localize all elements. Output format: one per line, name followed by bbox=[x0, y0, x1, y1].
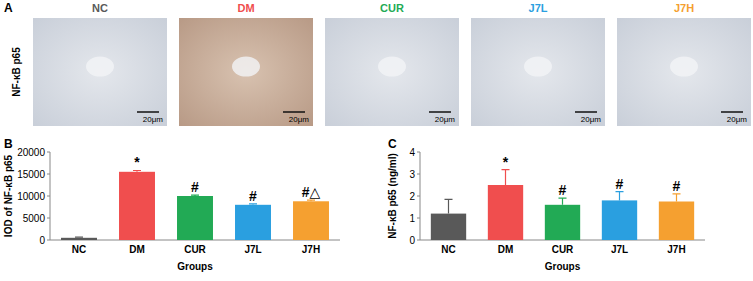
micrograph bbox=[471, 18, 605, 126]
bar bbox=[119, 172, 155, 240]
scale-bar bbox=[721, 111, 743, 113]
y-tick bbox=[47, 196, 50, 197]
y-tick-label: 5000 bbox=[23, 213, 46, 224]
x-tick-label: CUR bbox=[552, 244, 574, 255]
x-tick-label: J7H bbox=[667, 244, 685, 255]
bar bbox=[61, 238, 97, 240]
annotation: # bbox=[559, 182, 567, 198]
error-bar bbox=[673, 194, 681, 202]
column-header: J7L bbox=[529, 2, 548, 14]
y-tick-label: 20000 bbox=[17, 147, 45, 158]
column-header: CUR bbox=[380, 2, 404, 14]
vessel bbox=[524, 57, 552, 77]
y-axis-label: NF-κB p65 (ng/ml) bbox=[387, 153, 398, 239]
scale-bar-label: 20μm bbox=[289, 115, 310, 124]
bar bbox=[488, 185, 523, 240]
marks bbox=[431, 170, 694, 240]
chart: C 0 1 2 3 4 NF-κB p65 (ng/ml) Groups NC DM * CUR # J7… bbox=[387, 137, 705, 272]
marks bbox=[61, 170, 329, 240]
y-tick bbox=[417, 218, 420, 219]
x-tick-label: NC bbox=[441, 244, 455, 255]
x-tick-label: J7L bbox=[244, 244, 261, 255]
y-tick bbox=[47, 174, 50, 175]
error-bar bbox=[559, 198, 567, 205]
row-label: NF-κB p65 bbox=[11, 47, 22, 97]
figure: A NF-κB p65 NC 20μm DM 20μm CUR 20μm J7L 20μm J7H 2… bbox=[0, 0, 753, 281]
vessel bbox=[232, 57, 260, 77]
micrograph bbox=[325, 18, 459, 126]
error-bar bbox=[133, 170, 141, 171]
error-bar bbox=[445, 199, 453, 213]
micrograph bbox=[33, 18, 167, 126]
x-tick-label: J7L bbox=[611, 244, 628, 255]
y-tick-label: 10000 bbox=[17, 191, 45, 202]
scale-bar bbox=[575, 111, 597, 113]
panel-label: B bbox=[4, 137, 13, 151]
x-tick-label: DM bbox=[129, 244, 145, 255]
annotation: # bbox=[673, 178, 681, 194]
chart: B 0 5000 10000 15000 20000IOD of NF-κB p65 Gro… bbox=[3, 137, 340, 272]
panel-label: C bbox=[388, 137, 397, 151]
bar bbox=[293, 201, 329, 240]
x-axis-label: Groups bbox=[545, 261, 581, 272]
y-tick bbox=[47, 152, 50, 153]
scale-bar-label: 20μm bbox=[143, 115, 164, 124]
vessel bbox=[86, 57, 114, 77]
y-tick-label: 0 bbox=[39, 235, 45, 246]
y-tick-label: 4 bbox=[409, 147, 415, 158]
column-header: J7H bbox=[674, 2, 694, 14]
x-tick-label: DM bbox=[498, 244, 514, 255]
bar bbox=[545, 205, 580, 240]
annotation: # bbox=[616, 176, 624, 192]
y-tick bbox=[417, 240, 420, 241]
x-tick-label: CUR bbox=[184, 244, 206, 255]
y-tick-label: 1 bbox=[409, 213, 415, 224]
micrograph bbox=[179, 18, 313, 126]
y-tick-label: 2 bbox=[409, 191, 415, 202]
scale-bar-label: 20μm bbox=[435, 115, 456, 124]
y-tick bbox=[47, 218, 50, 219]
x-tick-label: J7H bbox=[302, 244, 320, 255]
annotation: * bbox=[134, 154, 140, 170]
x-axis-label: Groups bbox=[177, 261, 213, 272]
scale-bar-label: 20μm bbox=[581, 115, 602, 124]
bar bbox=[431, 214, 466, 240]
error-bar bbox=[502, 170, 510, 185]
bar bbox=[659, 202, 694, 241]
y-tick bbox=[417, 174, 420, 175]
scale-bar-label: 20μm bbox=[727, 115, 748, 124]
column-header: DM bbox=[237, 2, 254, 14]
error-bar bbox=[307, 200, 315, 201]
bar bbox=[235, 205, 271, 240]
scale-bar bbox=[137, 111, 159, 113]
bar bbox=[602, 200, 637, 240]
bar bbox=[177, 196, 213, 240]
scale-bar bbox=[283, 111, 305, 113]
annotation: #△ bbox=[302, 184, 321, 200]
y-tick bbox=[47, 240, 50, 241]
annotation: # bbox=[249, 188, 257, 204]
y-axis-label: IOD of NF-κB p65 bbox=[3, 154, 14, 237]
y-tick-label: 15000 bbox=[17, 169, 45, 180]
scale-bar bbox=[429, 111, 451, 113]
x-tick-label: NC bbox=[72, 244, 86, 255]
y-tick-label: 0 bbox=[409, 235, 415, 246]
error-bar bbox=[75, 237, 83, 239]
y-tick bbox=[417, 196, 420, 197]
y-tick-label: 3 bbox=[409, 169, 415, 180]
micrograph bbox=[617, 18, 751, 126]
annotation: # bbox=[191, 179, 199, 195]
vessel bbox=[378, 57, 406, 77]
error-bar bbox=[616, 192, 624, 201]
column-header: NC bbox=[92, 2, 108, 14]
panel-label: A bbox=[4, 1, 13, 15]
vessel bbox=[670, 57, 698, 77]
annotation: * bbox=[503, 154, 509, 170]
y-tick bbox=[417, 152, 420, 153]
